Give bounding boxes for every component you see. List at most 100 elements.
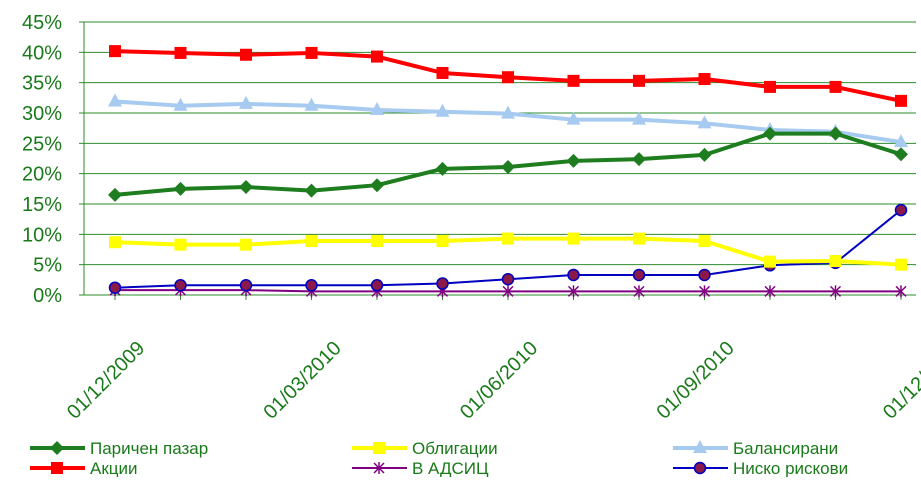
series-1 — [109, 232, 907, 271]
data-point — [697, 115, 712, 129]
data-point — [174, 238, 187, 251]
gridlines — [84, 21, 916, 296]
y-tick-label: 25% — [22, 133, 62, 155]
data-point — [567, 285, 580, 298]
data-point — [894, 147, 908, 162]
x-tick-label: 01/12/2009 — [63, 337, 149, 423]
data-point — [305, 235, 318, 248]
data-point — [698, 268, 711, 282]
data-point — [697, 147, 712, 162]
data-point — [371, 235, 383, 248]
legend-entry: Ниско рискови — [673, 459, 848, 478]
y-tick-label: 0% — [33, 285, 62, 307]
data-point — [305, 279, 318, 292]
data-point — [370, 279, 384, 292]
data-point — [501, 272, 515, 286]
data-point — [894, 203, 908, 217]
data-point — [240, 238, 252, 251]
legend: Паричен пазар Облигации Балансирани Акции В … — [30, 439, 848, 478]
data-point — [239, 180, 253, 195]
y-tick-label: 15% — [22, 194, 62, 216]
data-point — [108, 281, 122, 294]
data-point — [894, 134, 908, 148]
data-point — [829, 255, 842, 268]
x-tick-label: 01/03/2010 — [259, 337, 345, 423]
data-point — [895, 94, 907, 107]
data-point — [829, 285, 842, 298]
data-point — [51, 462, 63, 474]
data-point — [436, 66, 449, 79]
legend-label: Облигации — [412, 439, 498, 458]
legend-entry: Акции — [30, 459, 138, 478]
y-tick-label: 45% — [22, 12, 62, 34]
data-point — [566, 153, 581, 168]
data-point — [239, 95, 253, 109]
data-point — [502, 71, 514, 84]
data-point — [373, 462, 385, 474]
data-point — [764, 285, 776, 298]
data-point — [502, 285, 514, 298]
data-point — [108, 93, 122, 107]
legend-label: Ниско рискови — [733, 459, 848, 477]
series-3 — [109, 45, 907, 107]
data-point — [567, 268, 580, 282]
data-point — [436, 277, 449, 290]
series-5 — [108, 203, 908, 294]
y-tick-label: 35% — [22, 73, 62, 95]
data-point — [436, 235, 449, 248]
data-point — [895, 285, 907, 298]
data-point — [895, 258, 907, 271]
data-point — [633, 74, 645, 87]
y-tick-label: 40% — [22, 42, 62, 64]
legend-label: Паричен пазар — [90, 439, 208, 458]
y-tick-label: 10% — [22, 224, 62, 246]
x-tick-label: 01/12/2010 — [879, 337, 921, 423]
data-point — [174, 279, 187, 292]
data-point — [305, 46, 318, 59]
data-point — [698, 73, 711, 86]
data-point — [174, 46, 187, 59]
y-tick-label: 5% — [33, 255, 62, 277]
data-point — [108, 187, 122, 202]
legend-entry: Облигации — [352, 439, 498, 458]
series-0 — [108, 126, 908, 202]
data-point — [764, 255, 776, 268]
legend-entry: Балансирани — [673, 439, 838, 458]
data-point — [435, 161, 450, 176]
data-point — [304, 183, 319, 198]
data-point — [173, 181, 188, 196]
data-point — [109, 236, 121, 249]
legend-label: В АДСИЦ — [412, 459, 489, 477]
y-tick-label: 20% — [22, 164, 62, 186]
legend-label: Балансирани — [733, 439, 838, 458]
data-point — [370, 178, 384, 193]
data-point — [698, 285, 711, 298]
data-point — [435, 103, 450, 117]
legend-entry: Паричен пазар — [30, 439, 208, 458]
data-point — [501, 105, 515, 119]
data-point — [698, 235, 711, 248]
data-point — [240, 48, 252, 61]
data-point — [501, 159, 515, 174]
legend-label: Акции — [90, 459, 138, 477]
series-2 — [108, 93, 908, 148]
data-point — [567, 74, 580, 87]
data-point — [370, 101, 384, 115]
data-point — [633, 232, 645, 245]
data-point — [109, 45, 121, 58]
data-point — [693, 461, 707, 475]
data-point — [304, 97, 319, 111]
x-tick-label: 01/06/2010 — [456, 337, 542, 423]
y-axis: 0% 5% 10% 15% 20% 25% 30% 35% 40% 45% — [22, 12, 85, 307]
data-point — [632, 152, 646, 167]
data-point — [567, 232, 580, 245]
data-point — [763, 126, 777, 141]
data-point — [173, 97, 188, 111]
data-point — [828, 126, 843, 141]
data-point — [693, 440, 707, 453]
data-point — [632, 268, 646, 282]
y-tick-label: 30% — [22, 103, 62, 125]
x-tick-label: 01/09/2010 — [652, 337, 738, 423]
